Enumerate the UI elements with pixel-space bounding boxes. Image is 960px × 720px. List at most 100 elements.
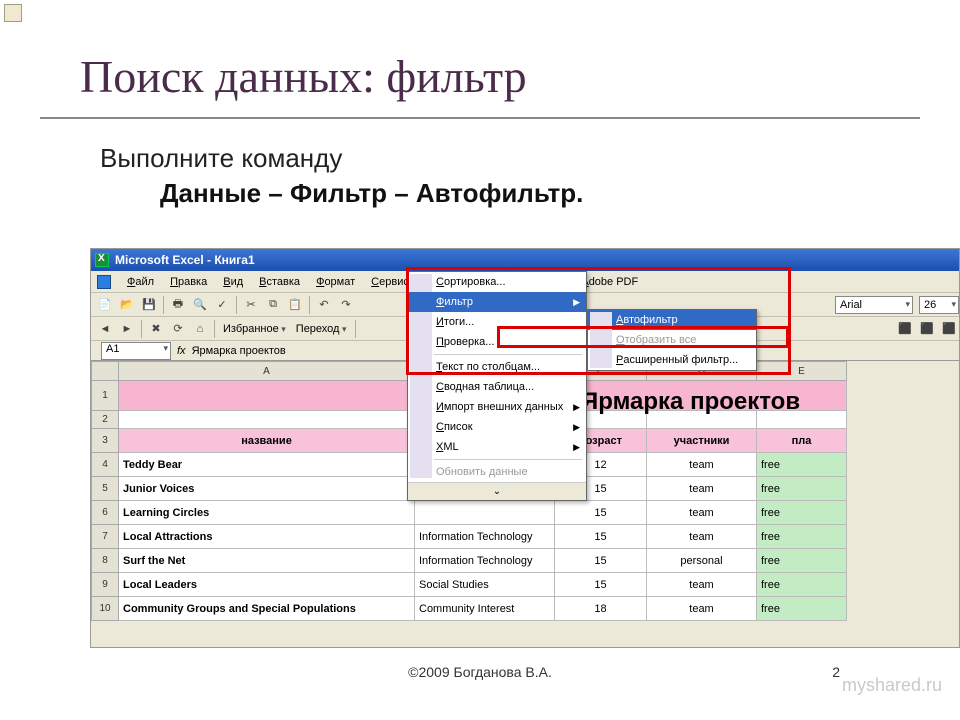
cell-name[interactable]: Surf the Net: [119, 549, 415, 573]
highlight-box: [406, 267, 791, 375]
back-icon[interactable]: ◄: [95, 319, 115, 339]
cell-payment[interactable]: free: [757, 477, 847, 501]
favorites-dropdown[interactable]: Избранное: [219, 323, 290, 335]
table-row: 7Local AttractionsInformation Technology…: [91, 525, 959, 549]
new-icon[interactable]: 📄: [95, 295, 115, 315]
font-size-box[interactable]: 26: [919, 296, 959, 314]
separator: [355, 320, 356, 338]
cell-name[interactable]: Teddy Bear: [119, 453, 415, 477]
row-header[interactable]: 4: [91, 453, 119, 477]
cell-participants[interactable]: team: [647, 453, 757, 477]
cell-payment[interactable]: free: [757, 453, 847, 477]
cell-name[interactable]: Local Attractions: [119, 525, 415, 549]
cell-age[interactable]: 15: [555, 525, 647, 549]
highlight-box: [497, 326, 789, 348]
pdf-icon[interactable]: ⬛: [895, 319, 915, 339]
cell-payment[interactable]: free: [757, 549, 847, 573]
header-name[interactable]: название: [119, 429, 415, 453]
paste-icon[interactable]: 📋: [285, 295, 305, 315]
separator: [163, 296, 164, 314]
cell-payment[interactable]: free: [757, 501, 847, 525]
menu-файл[interactable]: Файл: [119, 274, 162, 290]
table-row: 6Learning Circles 15teamfree: [91, 501, 959, 525]
menu-expand-chevron[interactable]: ⌄: [408, 482, 586, 500]
cell-category[interactable]: Social Studies: [415, 573, 555, 597]
redo-icon[interactable]: ↷: [336, 295, 356, 315]
cut-icon[interactable]: ✂: [241, 295, 261, 315]
cell-category[interactable]: Community Interest: [415, 597, 555, 621]
row-header[interactable]: 1: [91, 381, 119, 411]
copy-icon[interactable]: ⧉: [263, 295, 283, 315]
cell-participants[interactable]: team: [647, 573, 757, 597]
menu-вставка[interactable]: Вставка: [251, 274, 308, 290]
row-header[interactable]: 6: [91, 501, 119, 525]
row-header[interactable]: 7: [91, 525, 119, 549]
row-header[interactable]: 8: [91, 549, 119, 573]
cell-name[interactable]: Learning Circles: [119, 501, 415, 525]
menu-item[interactable]: Сводная таблица...: [408, 377, 586, 397]
print-icon[interactable]: 🖶: [168, 295, 188, 315]
menu-правка[interactable]: Правка: [162, 274, 215, 290]
font-name-box[interactable]: Arial: [835, 296, 913, 314]
goto-dropdown[interactable]: Переход: [292, 323, 351, 335]
refresh-icon[interactable]: ⟳: [168, 319, 188, 339]
cell-participants[interactable]: personal: [647, 549, 757, 573]
menu-separator: [434, 459, 582, 460]
menu-вид[interactable]: Вид: [215, 274, 251, 290]
open-icon[interactable]: 📂: [117, 295, 137, 315]
menu-item[interactable]: Обновить данные: [408, 462, 586, 482]
cell-category[interactable]: Information Technology: [415, 525, 555, 549]
instruction-line-1: Выполните команду: [100, 143, 960, 174]
cell[interactable]: [119, 411, 415, 429]
fwd-icon[interactable]: ►: [117, 319, 137, 339]
stop-icon[interactable]: ✖: [146, 319, 166, 339]
workbook-icon: [97, 275, 111, 289]
menu-item[interactable]: Список▶: [408, 417, 586, 437]
table-row: 8Surf the NetInformation Technology15per…: [91, 549, 959, 573]
table-row: 9Local LeadersSocial Studies15teamfree: [91, 573, 959, 597]
cell-payment[interactable]: free: [757, 597, 847, 621]
cell-name[interactable]: Local Leaders: [119, 573, 415, 597]
preview-icon[interactable]: 🔍: [190, 295, 210, 315]
cell-participants[interactable]: team: [647, 525, 757, 549]
header-participants[interactable]: участники: [647, 429, 757, 453]
excel-title-text: Microsoft Excel - Книга1: [115, 253, 255, 267]
slide-number: 2: [832, 664, 840, 680]
fx-label[interactable]: fx: [177, 345, 186, 357]
cell-payment[interactable]: free: [757, 525, 847, 549]
name-box[interactable]: A1: [101, 342, 171, 360]
menu-item[interactable]: XML▶: [408, 437, 586, 457]
cell-participants[interactable]: team: [647, 501, 757, 525]
body-text: Выполните команду Данные – Фильтр – Авто…: [0, 119, 960, 209]
cell-category[interactable]: [415, 501, 555, 525]
cell-participants[interactable]: team: [647, 477, 757, 501]
watermark: myshared.ru: [842, 675, 942, 696]
instruction-line-2: Данные – Фильтр – Автофильтр.: [100, 178, 960, 209]
cell-participants[interactable]: team: [647, 597, 757, 621]
row-header[interactable]: 2: [91, 411, 119, 429]
row-header[interactable]: 9: [91, 573, 119, 597]
excel-app-icon: [95, 253, 109, 267]
cell-payment[interactable]: free: [757, 573, 847, 597]
save-icon[interactable]: 💾: [139, 295, 159, 315]
cell-name[interactable]: Community Groups and Special Populations: [119, 597, 415, 621]
menu-формат[interactable]: Формат: [308, 274, 363, 290]
cell-age[interactable]: 15: [555, 549, 647, 573]
pdf-icon[interactable]: ⬛: [939, 319, 959, 339]
header-e[interactable]: пла: [757, 429, 847, 453]
select-all-corner[interactable]: [91, 361, 119, 381]
cell-category[interactable]: Information Technology: [415, 549, 555, 573]
home-icon[interactable]: ⌂: [190, 319, 210, 339]
cell-age[interactable]: 15: [555, 501, 647, 525]
cell-name[interactable]: Junior Voices: [119, 477, 415, 501]
spell-icon[interactable]: ✓: [212, 295, 232, 315]
pdf-icon[interactable]: ⬛: [917, 319, 937, 339]
cell-age[interactable]: 18: [555, 597, 647, 621]
row-header[interactable]: 5: [91, 477, 119, 501]
menu-item[interactable]: Импорт внешних данных▶: [408, 397, 586, 417]
row-header[interactable]: 10: [91, 597, 119, 621]
cell-age[interactable]: 15: [555, 573, 647, 597]
col-header-A[interactable]: A: [119, 361, 415, 381]
row-header[interactable]: 3: [91, 429, 119, 453]
undo-icon[interactable]: ↶: [314, 295, 334, 315]
